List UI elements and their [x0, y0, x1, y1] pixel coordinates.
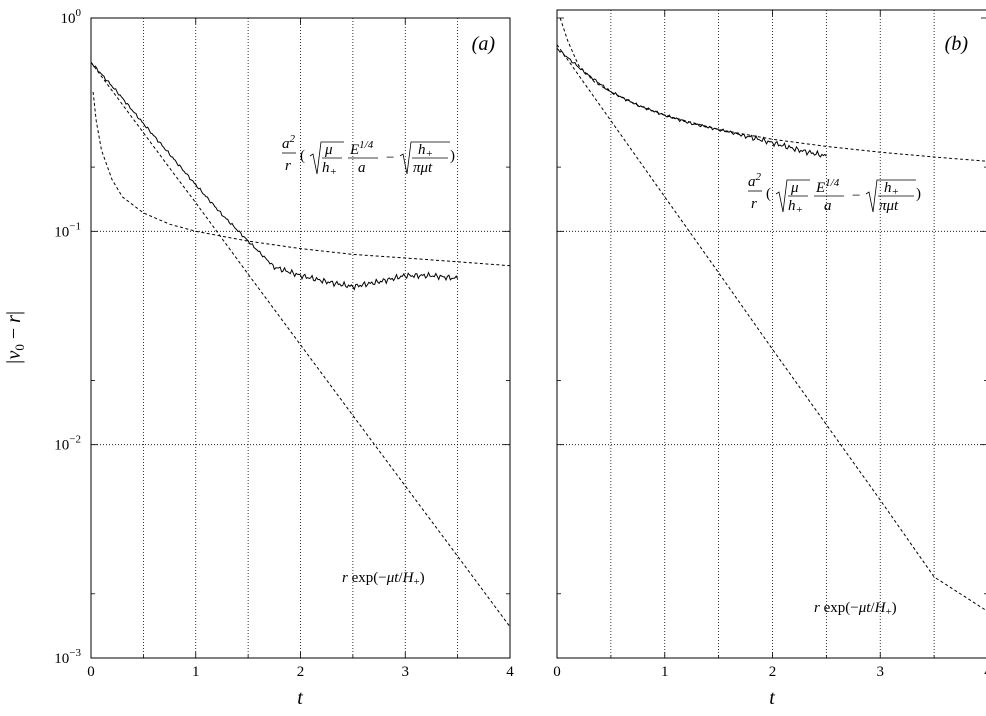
panel-a-series	[90, 61, 511, 628]
panel-b-series	[556, 17, 986, 611]
svg-text:a: a	[358, 160, 366, 176]
panel-b-exp-annotation: r exp(−μt/H+)	[814, 600, 897, 618]
panel-b-series-asymptote-1	[556, 44, 986, 611]
panel-b-x-tick-label: 3	[877, 664, 885, 680]
panel-a-y-tick-label: 100	[61, 7, 82, 27]
panel-b-formula-annotation: a2 r ( μ h+ E1/4 a − h+ πμt )	[748, 171, 921, 216]
svg-text:−: −	[386, 150, 394, 166]
svg-text:h+: h+	[788, 198, 803, 216]
panel-b-x-tick-label: 2	[769, 664, 777, 680]
svg-text:r: r	[751, 196, 757, 212]
svg-text:μ: μ	[790, 180, 799, 196]
svg-text:): )	[450, 148, 455, 164]
svg-text:E1/4: E1/4	[349, 139, 374, 158]
svg-text:πμt: πμt	[879, 198, 899, 214]
panel-a-series-asymptote-1	[90, 62, 511, 628]
panel-a-ticks: 0 1 2 3 4 100 10−1 10−2 10−3	[54, 7, 514, 680]
panel-b-x-axis-label: t	[769, 687, 775, 709]
svg-text:(: (	[300, 148, 305, 164]
svg-text:−: −	[852, 188, 860, 204]
panel-b-series-simulation	[556, 48, 827, 158]
svg-text:μ: μ	[324, 142, 333, 158]
panel-a-y-tick-label: 10−1	[54, 220, 81, 240]
svg-text:πμt: πμt	[413, 160, 433, 176]
svg-text:E1/4: E1/4	[815, 177, 840, 196]
panel-a-x-axis-label: t	[297, 687, 303, 709]
panel-a-x-tick-label: 2	[297, 664, 305, 680]
panel-a-x-tick-label: 0	[87, 664, 95, 680]
svg-text:): )	[916, 186, 921, 202]
panel-a-series-asymptote-2	[92, 91, 511, 267]
panel-b-series-asymptote-2	[559, 17, 986, 162]
svg-text:h+: h+	[322, 160, 337, 178]
svg-text:a2: a2	[748, 171, 762, 190]
y-axis-label: |v0 − r|	[3, 311, 27, 365]
panel-b-x-tick-label: 0	[553, 664, 561, 680]
panel-b-grid	[557, 10, 986, 658]
panel-a-series-simulation	[90, 61, 459, 291]
svg-text:a2: a2	[282, 133, 296, 152]
svg-text:a: a	[824, 198, 832, 214]
svg-text:(: (	[766, 186, 771, 202]
panel-a-formula-annotation: a2 r ( μ h+ E1/4 a − h+ πμt )	[282, 133, 455, 178]
panel-b-tag: (b)	[945, 33, 969, 55]
panel-b-ticks: 0 1 2 3 4	[553, 10, 986, 680]
svg-text:r: r	[285, 158, 291, 174]
panel-b-x-tick-label: 1	[661, 664, 669, 680]
panel-a-exp-annotation: r exp(−μt/H+)	[342, 570, 425, 588]
panel-a-x-tick-label: 1	[192, 664, 200, 680]
panel-a-tag: (a)	[472, 33, 496, 55]
svg-text:h+: h+	[884, 180, 899, 198]
panel-a-y-tick-label: 10−3	[54, 647, 81, 667]
panel-a-x-tick-label: 3	[402, 664, 410, 680]
panel-b-frame	[556, 9, 986, 659]
panel-a-x-tick-label: 4	[506, 664, 514, 680]
panel-b-x-tick-label: 4	[984, 664, 986, 680]
panel-a-y-tick-label: 10−2	[54, 434, 81, 454]
panel-a-grid	[91, 18, 510, 658]
svg-text:h+: h+	[418, 142, 433, 160]
